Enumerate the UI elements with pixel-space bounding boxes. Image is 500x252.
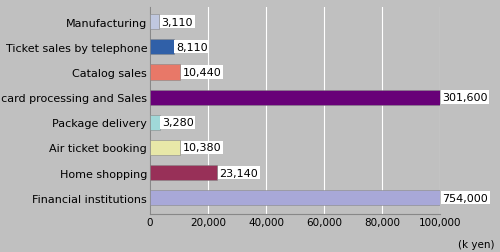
- Bar: [150, 115, 160, 130]
- Bar: [150, 40, 174, 55]
- Text: 10,440: 10,440: [182, 68, 222, 78]
- Bar: [150, 90, 440, 105]
- Bar: [150, 65, 180, 80]
- Bar: [150, 191, 440, 205]
- Text: 3,110: 3,110: [162, 18, 193, 27]
- Text: 754,000: 754,000: [442, 193, 488, 203]
- Text: (k yen): (k yen): [458, 239, 495, 249]
- Text: 10,380: 10,380: [182, 143, 221, 153]
- Text: 3,280: 3,280: [162, 118, 194, 128]
- Bar: [150, 15, 159, 30]
- Text: 8,110: 8,110: [176, 43, 208, 53]
- Text: 23,140: 23,140: [220, 168, 258, 178]
- Bar: [150, 165, 217, 180]
- Text: 301,600: 301,600: [442, 93, 488, 103]
- Bar: [150, 140, 180, 155]
